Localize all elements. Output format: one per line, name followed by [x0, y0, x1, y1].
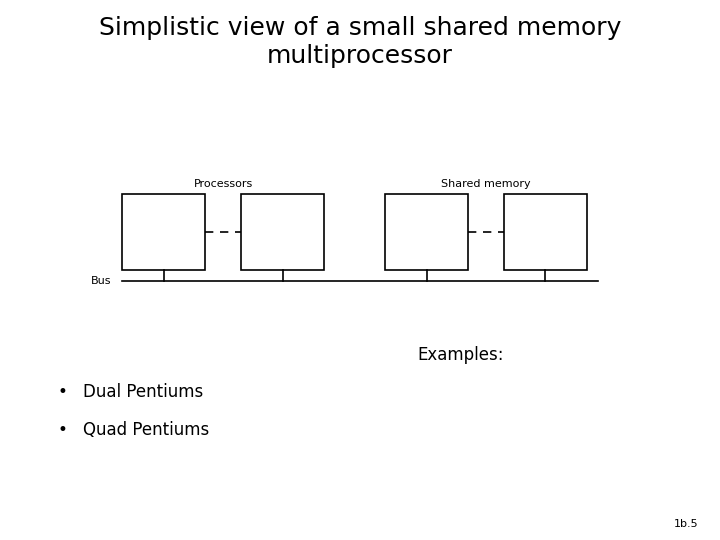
Text: Examples:: Examples:: [418, 346, 504, 363]
Text: Processors: Processors: [194, 179, 253, 189]
Text: Shared memory: Shared memory: [441, 179, 531, 189]
Text: Dual Pentiums: Dual Pentiums: [83, 383, 203, 401]
Text: •: •: [58, 383, 68, 401]
Bar: [504, 194, 587, 270]
Text: Simplistic view of a small shared memory
multiprocessor: Simplistic view of a small shared memory…: [99, 16, 621, 68]
Text: 1b.5: 1b.5: [674, 519, 698, 529]
Bar: [122, 194, 205, 270]
Bar: [241, 194, 324, 270]
Text: •: •: [58, 421, 68, 439]
Text: Bus: Bus: [91, 276, 112, 286]
Bar: [385, 194, 468, 270]
Text: Quad Pentiums: Quad Pentiums: [83, 421, 209, 439]
